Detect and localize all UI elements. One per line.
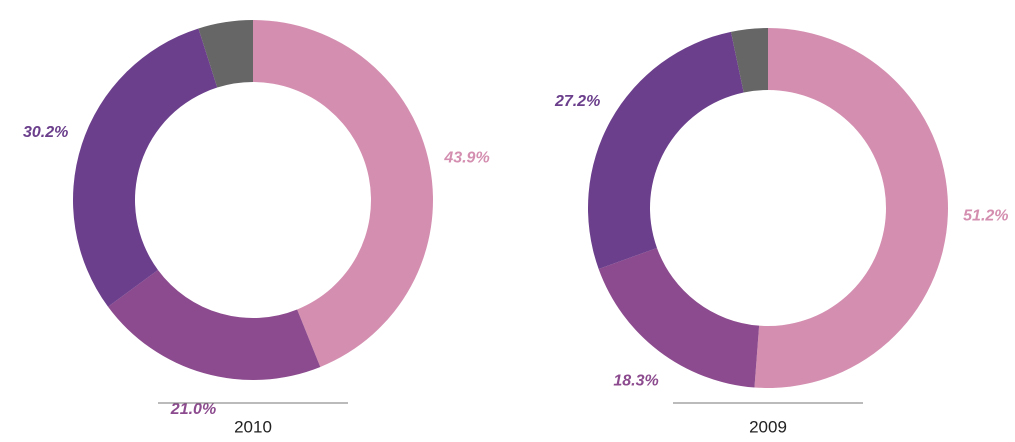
chart-title: 2009 [749,417,787,436]
value-label: 27.2% [554,93,600,110]
donut-segment [754,28,948,388]
donut-segment [598,247,760,388]
donut-segment [730,28,768,93]
value-label: 21.0% [170,401,216,418]
value-label: 51.2% [963,207,1008,224]
value-label: 30.2% [23,124,68,141]
chart-title: 2010 [234,417,272,436]
donut-segment [198,20,253,88]
donut-segment [72,28,218,307]
donut-segment [253,20,434,367]
donut-segment [108,269,321,380]
value-label: 43.9% [443,150,489,167]
donut-segment [588,31,744,269]
value-label: 18.3% [613,373,658,390]
